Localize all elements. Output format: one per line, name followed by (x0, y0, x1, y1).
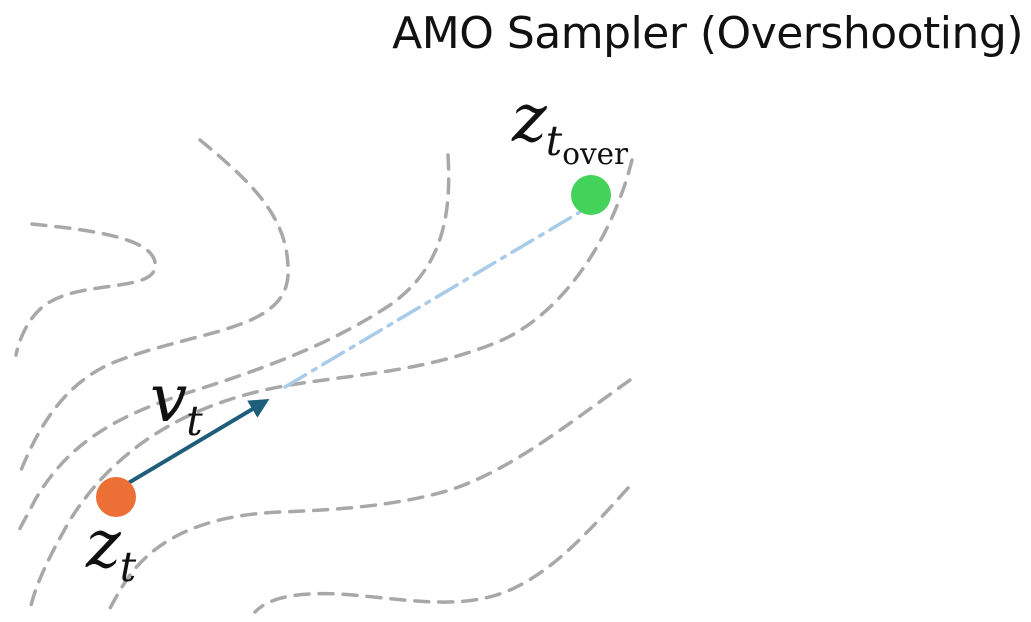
contour-line-6 (253, 486, 630, 614)
label-z-t-sub: t (119, 543, 137, 592)
label-z-t: zt (86, 512, 136, 588)
label-z-t-over: ztover (512, 86, 628, 169)
contour-line-5 (106, 378, 632, 614)
label-z-t-over-sub: t (545, 117, 563, 166)
end-point-z-t-over (571, 175, 611, 215)
contour-line-1 (14, 222, 157, 357)
label-z-t-over-subsub: over (562, 137, 629, 172)
contour-line-3 (16, 153, 451, 537)
contour-line-4 (28, 158, 634, 612)
diagram-title: AMO Sampler (Overshooting) (392, 8, 1023, 59)
label-v-t-sub: t (186, 397, 203, 446)
velocity-arrow (123, 398, 270, 487)
overshoot-path (283, 210, 582, 389)
label-z-t-over-sub-group: tover (545, 117, 628, 169)
start-point-z-t (96, 477, 136, 517)
label-v-t-base: v (150, 360, 188, 437)
contour-line-2 (16, 138, 290, 480)
label-z-t-base: z (86, 506, 121, 583)
label-z-t-over-base: z (512, 80, 547, 157)
label-v-t: vt (150, 366, 203, 442)
